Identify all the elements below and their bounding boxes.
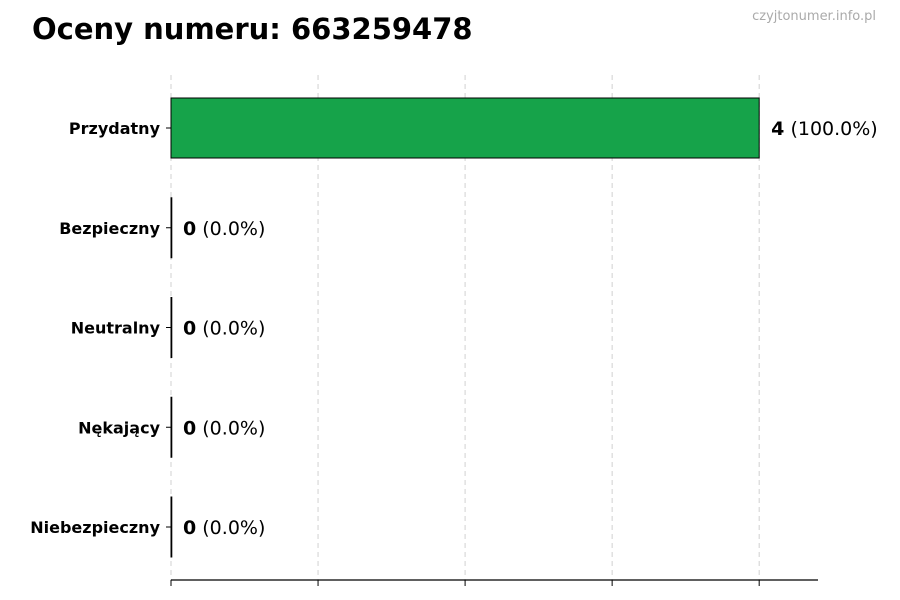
data-label-percent: (0.0%) (196, 417, 265, 439)
data-label-percent: (0.0%) (196, 318, 265, 340)
data-label: 0 (0.0%) (183, 417, 265, 439)
data-label: 0 (0.0%) (183, 218, 265, 240)
bar (170, 197, 173, 259)
data-label-count: 0 (183, 517, 196, 539)
bar (170, 297, 173, 358)
watermark: czyjtonumer.info.pl (752, 9, 876, 24)
y-tick-label: Przydatny (69, 119, 161, 138)
data-label-count: 4 (771, 118, 784, 140)
y-tick-label: Neutralny (71, 319, 161, 338)
data-label-count: 0 (183, 218, 196, 240)
bar (170, 97, 760, 159)
bar (170, 396, 173, 458)
y-tick-label: Bezpieczny (59, 219, 160, 238)
y-tick-label: Nękający (78, 418, 160, 437)
chart-title: Oceny numeru: 663259478 (32, 12, 473, 46)
data-label: 4 (100.0%) (771, 118, 878, 140)
data-label-percent: (0.0%) (196, 218, 265, 240)
data-label: 0 (0.0%) (183, 517, 265, 539)
data-label-count: 0 (183, 417, 196, 439)
bar (170, 496, 173, 558)
data-label-count: 0 (183, 318, 196, 340)
data-label-percent: (100.0%) (784, 118, 877, 140)
y-tick-label: Niebezpieczny (30, 518, 160, 537)
data-label-percent: (0.0%) (196, 517, 265, 539)
data-label: 0 (0.0%) (183, 318, 265, 340)
